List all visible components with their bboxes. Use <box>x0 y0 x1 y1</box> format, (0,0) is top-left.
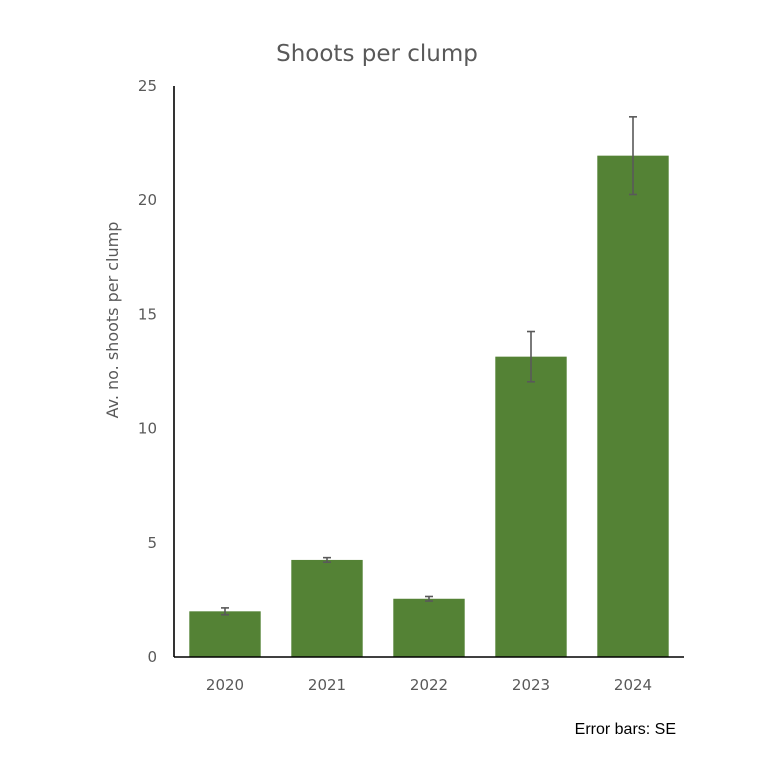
error-bar-2024 <box>629 116 637 196</box>
x-tick-label-2024: 2024 <box>614 676 652 694</box>
y-tick-label: 0 <box>147 648 157 666</box>
error-bar-note: Error bars: SE <box>575 721 676 738</box>
y-tick-label: 20 <box>138 191 157 209</box>
bar-2020 <box>189 611 261 657</box>
y-tick-label: 25 <box>138 77 157 95</box>
bar-2024 <box>597 155 669 658</box>
error-bars <box>221 116 637 616</box>
y-tick-label: 15 <box>138 305 157 323</box>
error-bar-2022 <box>425 595 433 602</box>
x-tick-label-2021: 2021 <box>308 676 346 694</box>
bars <box>189 155 669 658</box>
chart-title: Shoots per clump <box>276 41 478 67</box>
y-axis-ticks: 0 5 10 15 20 25 <box>138 77 157 666</box>
y-tick-label: 5 <box>147 534 157 552</box>
error-bar-2021 <box>323 556 331 564</box>
bar-2021 <box>291 559 363 657</box>
error-bar-2023 <box>527 330 535 383</box>
error-bar-2020 <box>221 607 229 616</box>
x-tick-label-2023: 2023 <box>512 676 550 694</box>
y-axis-label: Av. no. shoots per clump <box>103 222 122 419</box>
x-tick-label-2022: 2022 <box>410 676 448 694</box>
bar-2023 <box>495 356 567 657</box>
bar-2022 <box>393 598 465 657</box>
x-axis-ticks: 2020 2021 2022 2023 2024 <box>206 676 652 694</box>
y-tick-label: 10 <box>138 420 157 438</box>
x-tick-label-2020: 2020 <box>206 676 244 694</box>
